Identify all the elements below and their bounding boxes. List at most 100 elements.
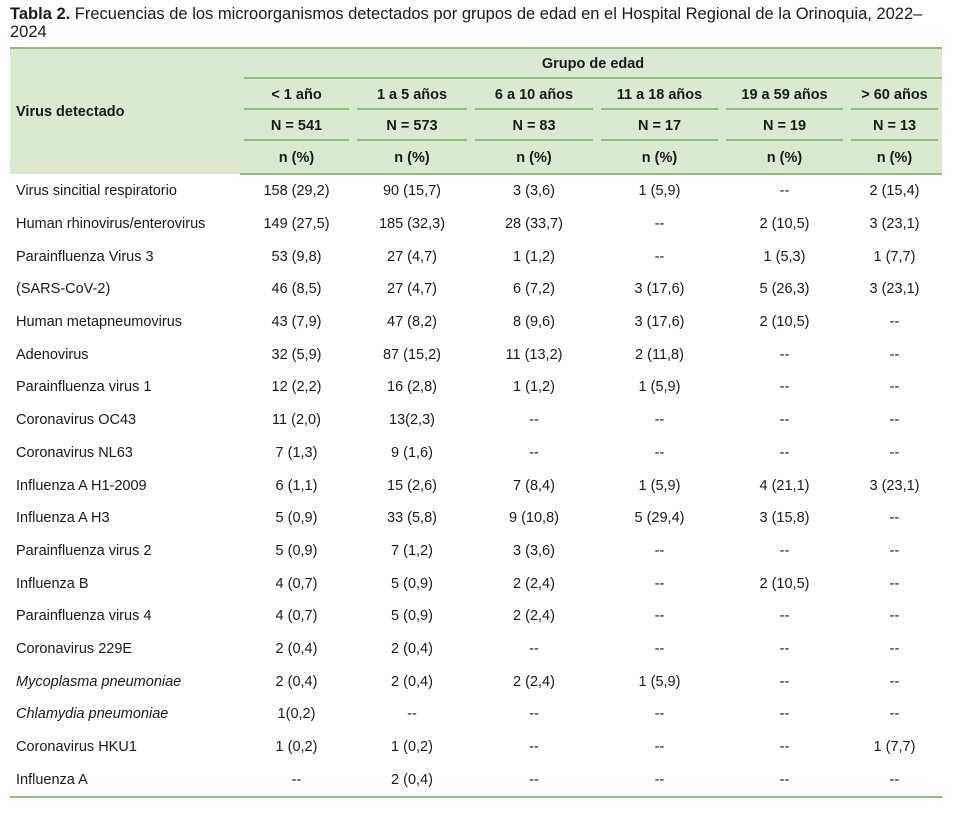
- frequency-cell: --: [889, 575, 900, 592]
- frequency-cell: 33 (5,8): [387, 510, 437, 527]
- age-group-label: 1 a 5 años: [357, 81, 467, 110]
- frequency-cell: 1 (7,7): [873, 248, 916, 265]
- frequency-cell: 3 (17,6): [634, 281, 685, 298]
- table-row: Parainfluenza virus 2 5 (0,9) 7 (1,2) 3 (3,…: [10, 535, 942, 568]
- frequency-cell: 2 (0,4): [353, 763, 471, 799]
- frequency-cell: --: [654, 444, 665, 461]
- frequency-cell: 11 (13,2): [505, 346, 563, 363]
- virus-name-cell: Coronavirus OC43: [16, 412, 137, 429]
- frequency-cell: --: [597, 763, 722, 799]
- virus-name-cell: Human rhinovirus/enterovirus: [16, 216, 206, 233]
- frequency-cell: --: [654, 216, 665, 233]
- age-group-label: 6 a 10 años: [475, 81, 593, 110]
- frequency-cell: --: [779, 183, 790, 200]
- virus-name-cell: Parainfluenza virus 2: [16, 542, 152, 559]
- frequency-cell: 2 (0,4): [391, 640, 433, 657]
- frequency-cell: 1 (1,2): [513, 379, 555, 396]
- frequency-cell: --: [889, 510, 900, 527]
- unit-label: n (%): [876, 150, 913, 166]
- sample-size-label: N = 19: [726, 112, 843, 141]
- age-group-header-3: 6 a 10 años: [471, 80, 597, 111]
- age-group-header-5: 19 a 59 años: [722, 80, 847, 111]
- frequency-cell: --: [889, 542, 900, 559]
- virus-name-cell: Parainfluenza virus 4: [16, 608, 152, 625]
- virus-name-cell: Parainfluenza Virus 3: [16, 248, 154, 265]
- frequency-cell: 5 (0,9): [275, 542, 318, 559]
- frequency-cell: 5 (0,9): [391, 575, 433, 592]
- virus-name-cell: Chlamydia pneumoniae: [16, 706, 169, 723]
- frequency-cell: 16 (2,8): [387, 379, 437, 396]
- table-row: Coronavirus HKU1 1 (0,2) 1 (0,2) -- -- -- 1 (7…: [10, 731, 942, 764]
- frequency-cell: 2 (2,4): [513, 608, 555, 625]
- frequency-cell: --: [889, 673, 900, 690]
- table-row: Human rhinovirus/enterovirus 149 (27,5) 18…: [10, 208, 942, 241]
- frequency-cell: --: [847, 763, 943, 799]
- frequency-cell: 1 (5,9): [638, 673, 681, 690]
- frequency-cell: 1 (5,9): [638, 477, 681, 494]
- frequency-cell: --: [529, 640, 539, 657]
- frequency-cell: 1(0,2): [277, 706, 316, 723]
- header-row-group: Virus detectado Grupo de edad: [10, 48, 943, 120]
- sample-size-header-3: N = 83: [471, 111, 597, 142]
- frequency-cell: 3 (15,8): [759, 510, 810, 527]
- frequency-cell: 8 (9,6): [513, 314, 555, 331]
- frequency-cell: --: [407, 706, 417, 723]
- frequency-cell: --: [529, 412, 539, 429]
- table-row: Chlamydia pneumoniae 1(0,2) -- -- -- -- --: [10, 698, 942, 731]
- frequency-cell: 1 (0,2): [275, 739, 318, 756]
- age-group-header-4: 11 a 18 años: [597, 80, 722, 111]
- table-row: (SARS-CoV-2) 46 (8,5) 27 (4,7) 6 (7,2) 3 (17…: [10, 273, 942, 306]
- table-row: Parainfluenza Virus 3 53 (9,8) 27 (4,7) 1 (…: [10, 240, 942, 273]
- frequency-cell: 27 (4,7): [387, 248, 437, 265]
- frequency-cell: --: [654, 542, 665, 559]
- virus-name-cell: Adenovirus: [16, 346, 89, 363]
- frequency-cell: 90 (15,7): [382, 183, 442, 200]
- frequency-cell: 13(2,3): [389, 412, 435, 429]
- frequency-cell: 3 (3,6): [513, 542, 555, 559]
- age-group-label: > 60 años: [851, 81, 939, 110]
- frequency-cell: --: [889, 444, 900, 461]
- frequency-cell: 4 (0,7): [275, 575, 318, 592]
- frequency-cell: --: [779, 346, 790, 363]
- frequency-cell: 27 (4,7): [387, 281, 437, 298]
- table-row: Virus sincitial respiratorio 158 (29,2) 90…: [10, 174, 942, 208]
- table-row: Influenza A H3 5 (0,9) 33 (5,8) 9 (10,8) 5 (…: [10, 502, 942, 535]
- age-group-header: Grupo de edad: [240, 48, 943, 80]
- frequency-cell: --: [529, 706, 539, 723]
- unit-label: n (%): [394, 150, 430, 166]
- frequency-cell: 185 (32,3): [378, 216, 446, 233]
- virus-name-cell: Influenza A H3: [16, 510, 110, 527]
- table-row: Influenza A H1-2009 6 (1,1) 15 (2,6) 7 (8,4…: [10, 469, 942, 502]
- table-header: Virus detectado Grupo de edad < 1 año 1 a…: [10, 48, 943, 175]
- virus-name-cell: Parainfluenza virus 1: [16, 379, 152, 396]
- table-row: Human metapneumovirus 43 (7,9) 47 (8,2) 8 (…: [10, 306, 942, 339]
- table-row: Influenza A -- 2 (0,4) -- -- -- --: [10, 763, 943, 799]
- frequency-cell: --: [779, 706, 790, 723]
- frequency-cell: --: [654, 608, 665, 625]
- frequency-cell: --: [779, 640, 790, 657]
- frequency-cell: --: [779, 542, 790, 559]
- frequency-cell: 4 (21,1): [759, 477, 810, 494]
- virus-name-cell: Coronavirus HKU1: [16, 739, 137, 756]
- frequency-cell: 3 (3,6): [513, 183, 555, 200]
- frequency-cell: 1 (5,9): [638, 379, 681, 396]
- virus-name-cell: (SARS-CoV-2): [16, 281, 111, 298]
- virus-name-cell: Influenza A H1-2009: [16, 477, 147, 494]
- unit-header-3: n (%): [471, 142, 597, 175]
- frequency-cell: 2 (11,8): [635, 346, 684, 363]
- frequency-cell: 2 (0,4): [275, 673, 318, 690]
- sample-size-label: N = 83: [475, 112, 593, 141]
- unit-label: n (%): [278, 150, 315, 166]
- virus-name-cell: Human metapneumovirus: [16, 314, 183, 331]
- age-group-label: < 1 año: [244, 81, 349, 110]
- frequency-cell: 5 (26,3): [759, 281, 810, 298]
- frequency-cell: 3 (23,1): [869, 281, 920, 298]
- frequency-cell: --: [889, 706, 900, 723]
- frequency-cell: 5 (29,4): [634, 510, 685, 527]
- table-row: Influenza B 4 (0,7) 5 (0,9) 2 (2,4) -- 2 (10,…: [10, 567, 942, 600]
- frequency-cell: --: [779, 412, 790, 429]
- table-row: Coronavirus 229E 2 (0,4) 2 (0,4) -- -- -- --: [10, 633, 942, 666]
- frequency-cell: --: [240, 763, 353, 799]
- frequency-cell: 2 (10,5): [759, 314, 810, 331]
